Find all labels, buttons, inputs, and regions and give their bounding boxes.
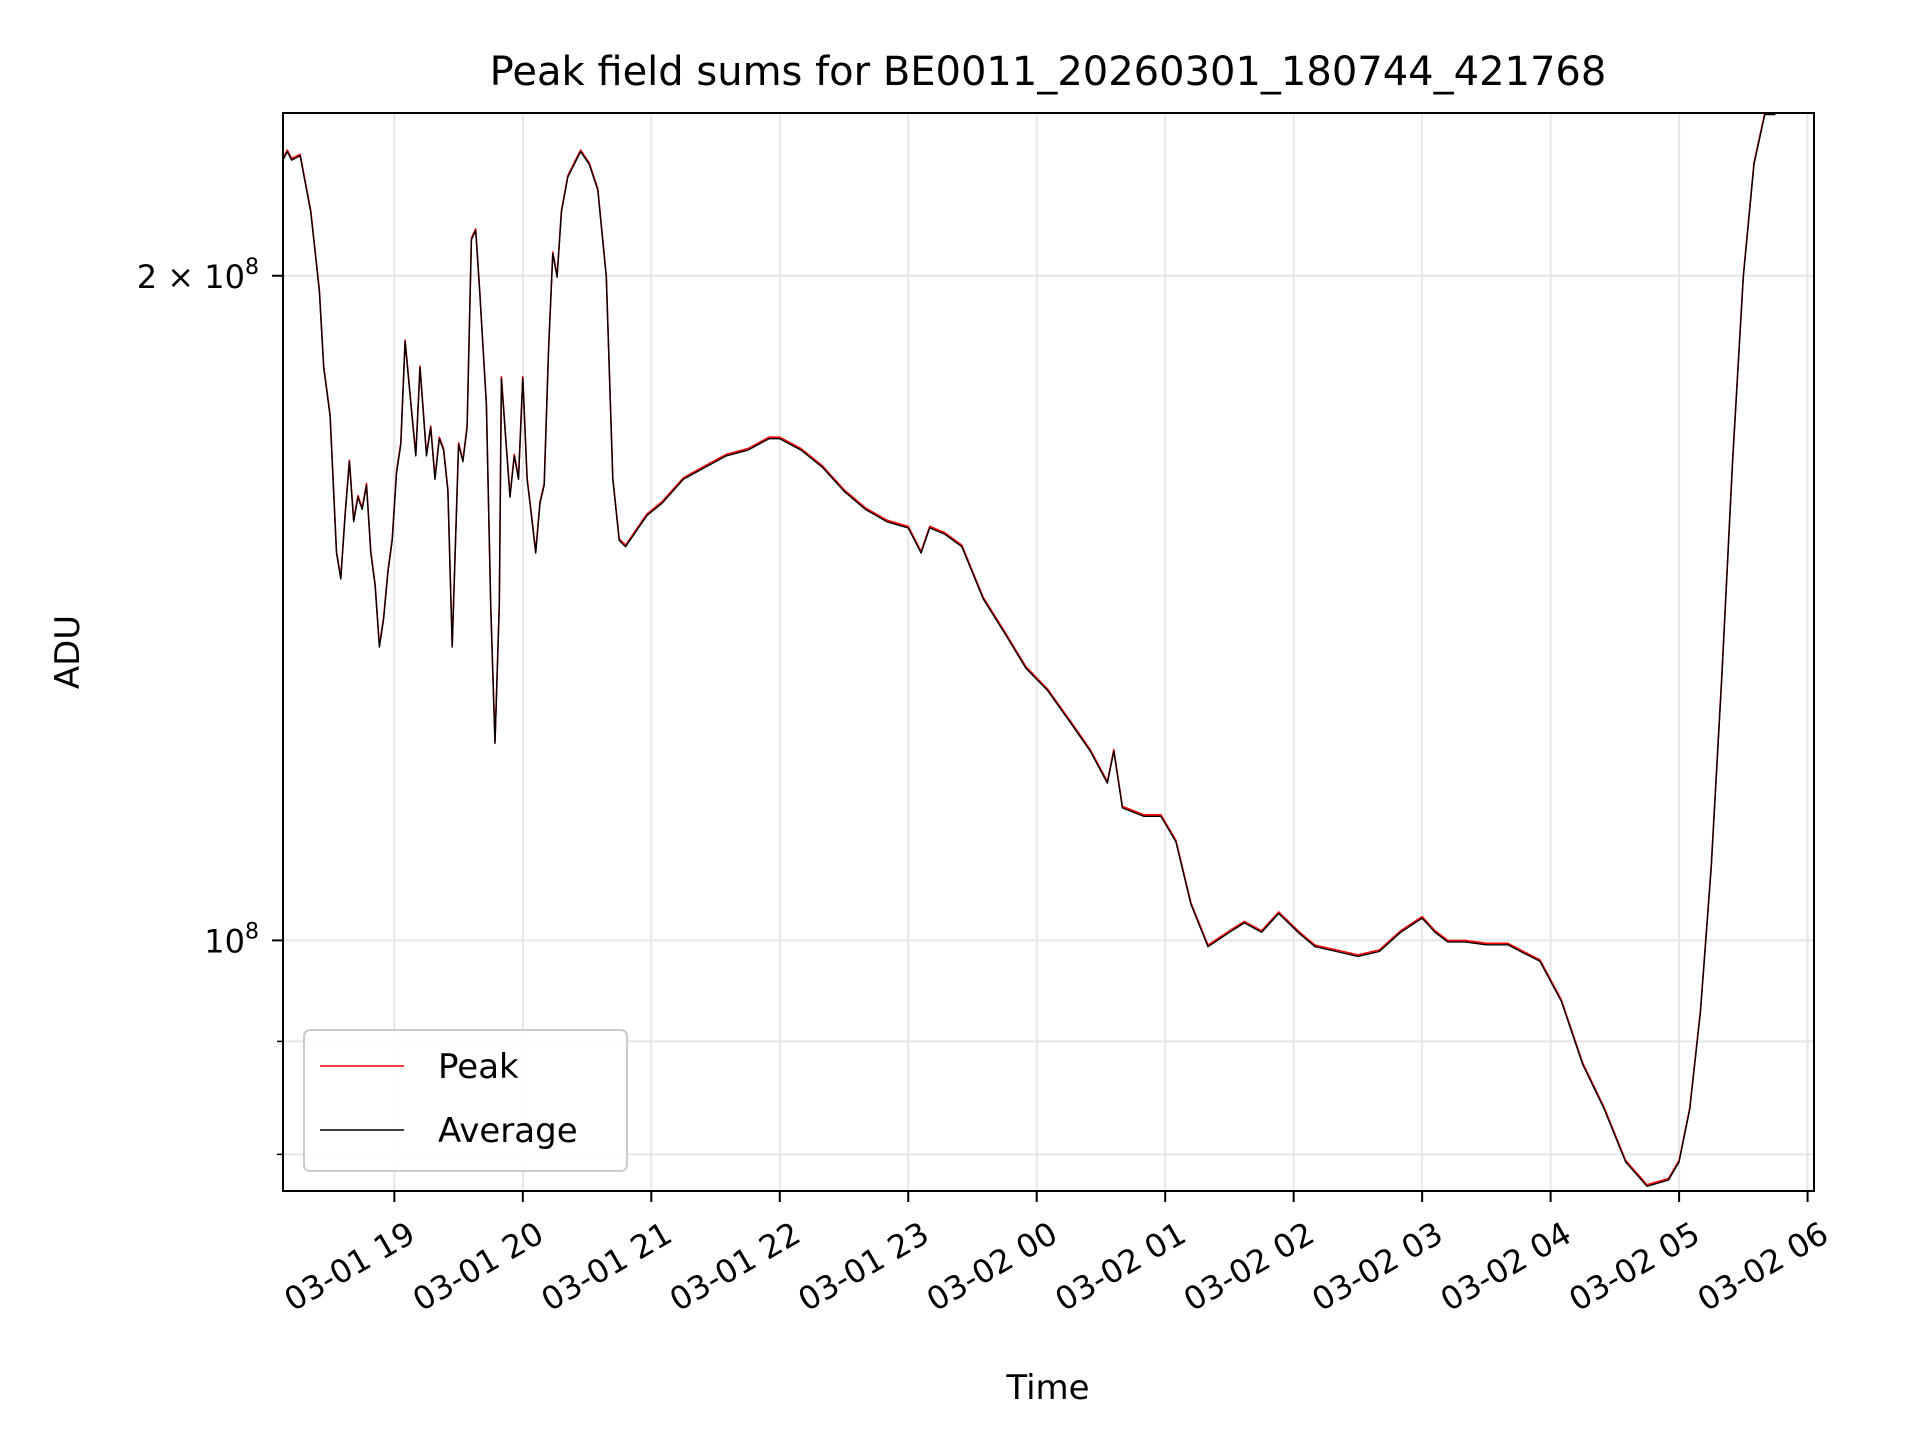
- y-tick-label: 108: [204, 919, 259, 960]
- x-axis-label: Time: [1005, 1368, 1089, 1408]
- grid: [283, 113, 1814, 1191]
- y-axis: 2 × 108 108: [137, 255, 283, 1156]
- legend-label-average: Average: [438, 1111, 578, 1151]
- legend: Peak Average: [303, 1029, 628, 1172]
- series-line-average: [282, 113, 1776, 1188]
- legend-label-peak: Peak: [438, 1047, 519, 1087]
- series-lines: [282, 112, 1776, 1188]
- chart-title: Peak field sums for BE0011_20260301_1807…: [490, 49, 1607, 95]
- y-axis-label: ADU: [48, 615, 88, 689]
- y-tick-label: 2 × 108: [137, 255, 259, 296]
- plot-frame: [282, 112, 1815, 1192]
